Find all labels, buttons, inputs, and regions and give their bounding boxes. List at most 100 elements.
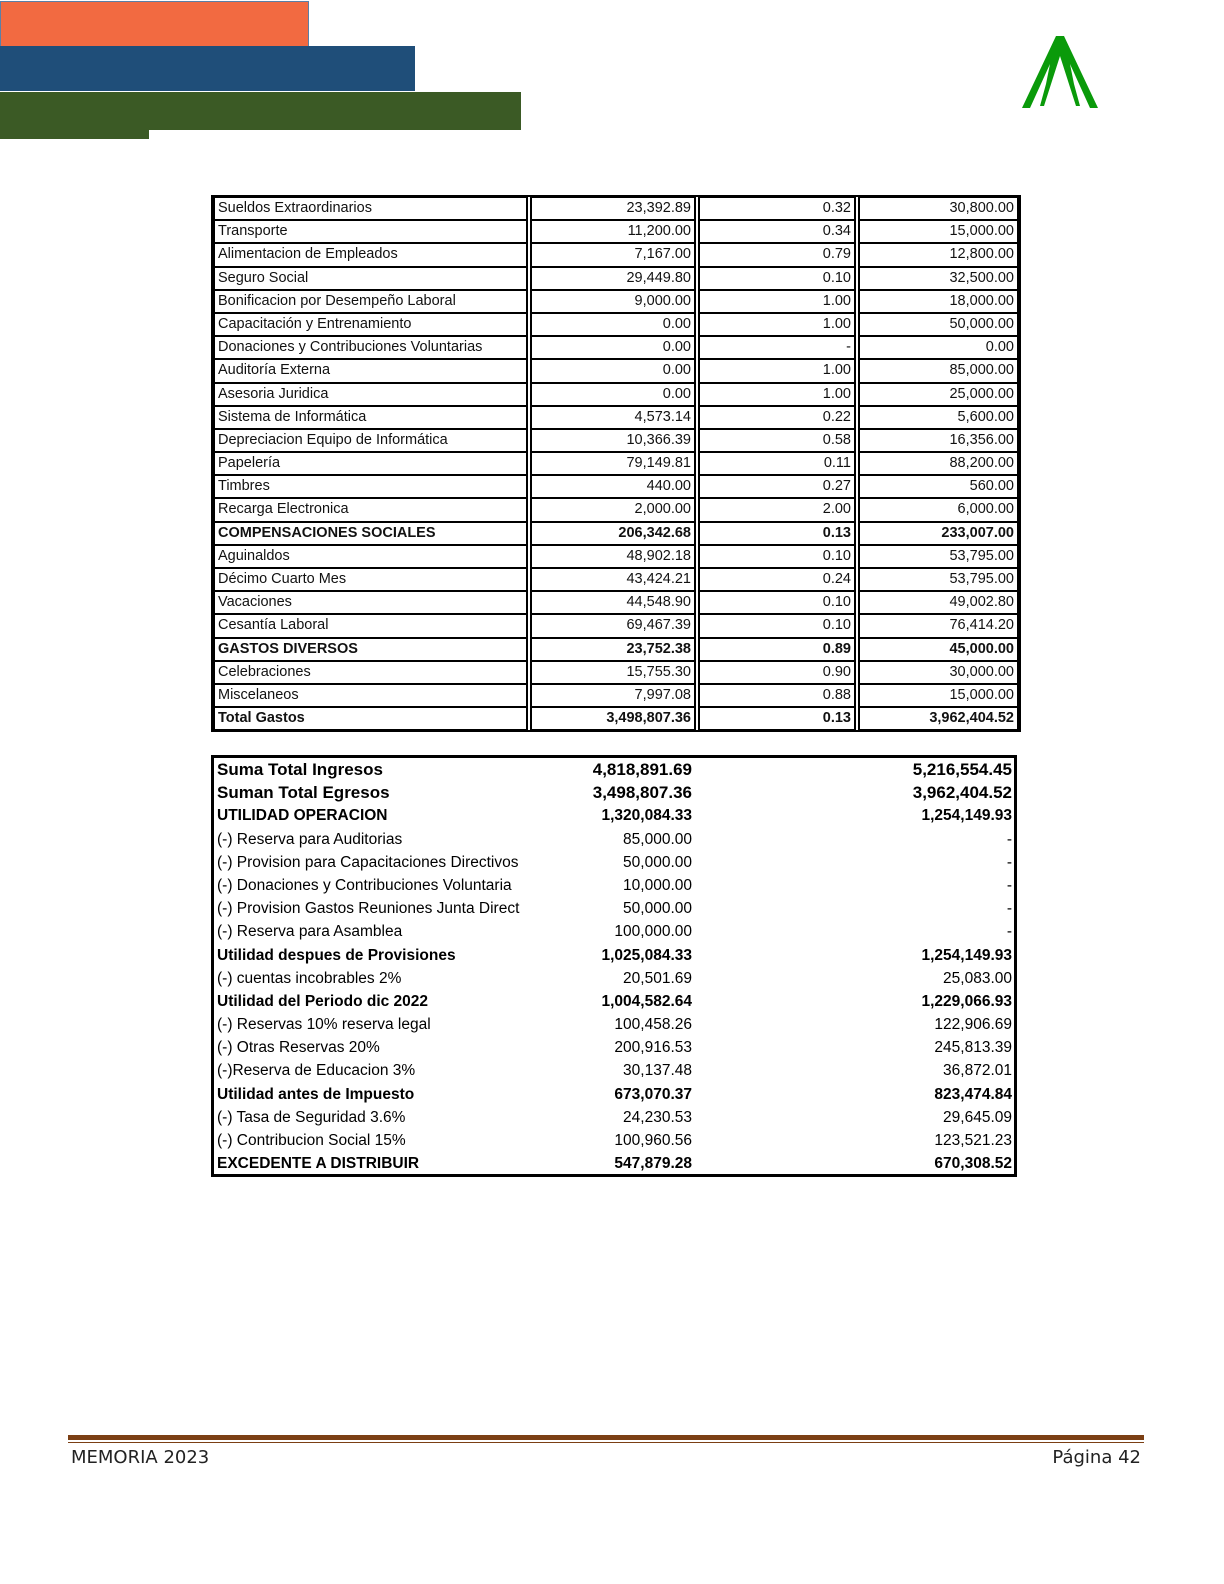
row-label: Suman Total Egresos — [217, 783, 390, 803]
row-value: 0.32 — [698, 197, 856, 221]
row-value: 0.89 — [698, 637, 856, 661]
row-value: 0.79 — [698, 243, 856, 267]
row-value: 15,755.30 — [530, 660, 696, 684]
row-value: 1,004,582.64 — [601, 992, 692, 1010]
table-row: Donaciones y Contribuciones Voluntarias 0… — [213, 336, 1019, 360]
summary-row: (-) Reserva para Asamblea 100,000.00 - — [214, 920, 1014, 943]
row-value: - — [698, 336, 856, 360]
table-row: Sueldos Extraordinarios 23,392.89 0.32 30,8… — [213, 197, 1019, 221]
table-row: Seguro Social 29,449.80 0.10 32,500.00 — [213, 266, 1019, 290]
row-value: 50,000.00 — [623, 900, 692, 918]
row-label: UTILIDAD OPERACION — [217, 807, 388, 825]
summary-row: Utilidad del Periodo dic 2022 1,004,582.6… — [214, 990, 1014, 1013]
row-value: 0.00 — [530, 336, 696, 360]
row-value: 69,467.39 — [530, 614, 696, 638]
row-label: (-) Donaciones y Contribuciones Voluntar… — [217, 876, 512, 894]
summary-row: (-)Reserva de Educacion 3% 30,137.48 36,87… — [214, 1059, 1014, 1082]
row-label: Timbres — [213, 475, 528, 499]
row-label: Sistema de Informática — [213, 405, 528, 429]
row-value: 48,902.18 — [530, 544, 696, 568]
row-value: 3,962,404.52 — [858, 707, 1019, 731]
table-row: Cesantía Laboral 69,467.39 0.10 76,414.20 — [213, 614, 1019, 638]
footer-divider-thin — [68, 1442, 1144, 1443]
row-value: 440.00 — [530, 475, 696, 499]
row-value: 0.00 — [858, 336, 1019, 360]
row-value: 24,230.53 — [623, 1108, 692, 1126]
row-value: 0.34 — [698, 220, 856, 244]
row-label: Seguro Social — [213, 266, 528, 290]
row-label: Aguinaldos — [213, 544, 528, 568]
header-orange-bar — [0, 1, 309, 47]
row-value: 1,229,066.93 — [921, 992, 1012, 1010]
row-label: Vacaciones — [213, 591, 528, 615]
row-value: 1.00 — [698, 312, 856, 337]
row-label: Capacitación y Entrenamiento — [213, 312, 528, 337]
row-value: 123,521.23 — [934, 1132, 1012, 1149]
table-row: Auditoría Externa 0.00 1.00 85,000.00 — [213, 359, 1019, 383]
summary-row: Utilidad antes de Impuesto 673,070.37 823,… — [214, 1083, 1014, 1106]
green-tree-arrow-logo-icon — [1022, 36, 1098, 108]
row-label: (-) Provision para Capacitaciones Direct… — [217, 853, 519, 871]
row-label: Bonificacion por Desempeño Laboral — [213, 289, 528, 313]
row-label: Papelería — [213, 452, 528, 476]
row-label: Miscelaneos — [213, 683, 528, 708]
row-value: 76,414.20 — [858, 614, 1019, 638]
table-row: Capacitación y Entrenamiento 0.00 1.00 50,0… — [213, 312, 1019, 337]
summary-row: (-) Reserva para Auditorias 85,000.00 - — [214, 828, 1014, 851]
row-label: Transporte — [213, 220, 528, 244]
row-label: EXCEDENTE A DISTRIBUIR — [217, 1155, 420, 1173]
summary-row: (-) Reservas 10% reserva legal 100,458.26… — [214, 1013, 1014, 1036]
row-value: 30,137.48 — [623, 1062, 692, 1080]
row-label: Depreciacion Equipo de Informática — [213, 428, 528, 453]
row-label: (-) Contribucion Social 15% — [217, 1132, 406, 1149]
row-value: 1,254,149.93 — [921, 946, 1012, 964]
row-value: 25,000.00 — [858, 382, 1019, 406]
row-value: - — [1006, 853, 1012, 871]
row-value: 206,342.68 — [530, 521, 696, 545]
table-row: COMPENSACIONES SOCIALES 206,342.68 0.13 233… — [213, 521, 1019, 545]
row-label: (-) Otras Reservas 20% — [217, 1039, 380, 1057]
summary-row: (-) Otras Reservas 20% 200,916.53 245,813.… — [214, 1036, 1014, 1059]
table-row: Miscelaneos 7,997.08 0.88 15,000.00 — [213, 683, 1019, 708]
row-value: 50,000.00 — [623, 853, 692, 871]
row-value: 32,500.00 — [858, 266, 1019, 290]
row-value: 1,025,084.33 — [601, 946, 692, 964]
row-value: 0.58 — [698, 428, 856, 453]
row-label: Alimentacion de Empleados — [213, 243, 528, 267]
header-blue-bar — [0, 46, 415, 91]
row-value: 2.00 — [698, 498, 856, 522]
row-value: 11,200.00 — [530, 220, 696, 244]
row-value: - — [1006, 876, 1012, 894]
table-row: GASTOS DIVERSOS 23,752.38 0.89 45,000.00 — [213, 637, 1019, 661]
row-value: 0.10 — [698, 266, 856, 290]
row-label: (-) Reservas 10% reserva legal — [217, 1016, 431, 1034]
row-value: 30,000.00 — [858, 660, 1019, 684]
summary-row: (-) Provision Gastos Reuniones Junta Dir… — [214, 897, 1014, 920]
footer-title: MEMORIA 2023 — [71, 1447, 210, 1468]
summary-row: (-) Donaciones y Contribuciones Voluntar… — [214, 874, 1014, 897]
table-row: Papelería 79,149.81 0.11 88,200.00 — [213, 452, 1019, 476]
row-value: 29,645.09 — [943, 1108, 1012, 1126]
table-row: Total Gastos 3,498,807.36 0.13 3,962,404.52 — [213, 707, 1019, 731]
table-row: Timbres 440.00 0.27 560.00 — [213, 475, 1019, 499]
row-value: 233,007.00 — [858, 521, 1019, 545]
row-value: 1,320,084.33 — [601, 807, 692, 825]
row-value: 0.24 — [698, 568, 856, 592]
row-label: Sueldos Extraordinarios — [213, 197, 528, 221]
row-value: 85,000.00 — [858, 359, 1019, 383]
row-value: 23,392.89 — [530, 197, 696, 221]
row-value: 5,216,554.45 — [912, 760, 1012, 779]
row-value: 0.27 — [698, 475, 856, 499]
table-row: Recarga Electronica 2,000.00 2.00 6,000.00 — [213, 498, 1019, 522]
row-label: Utilidad despues de Provisiones — [217, 946, 456, 964]
row-value: 43,424.21 — [530, 568, 696, 592]
row-label: Utilidad del Periodo dic 2022 — [217, 992, 429, 1010]
table-row: Depreciacion Equipo de Informática 10,366… — [213, 428, 1019, 453]
row-label: COMPENSACIONES SOCIALES — [213, 521, 528, 545]
row-value: 18,000.00 — [858, 289, 1019, 313]
row-value: 50,000.00 — [858, 312, 1019, 337]
row-value: 100,960.56 — [614, 1132, 692, 1149]
row-value: 0.10 — [698, 591, 856, 615]
row-value: 36,872.01 — [943, 1062, 1012, 1080]
row-value: 670,308.52 — [934, 1155, 1012, 1173]
